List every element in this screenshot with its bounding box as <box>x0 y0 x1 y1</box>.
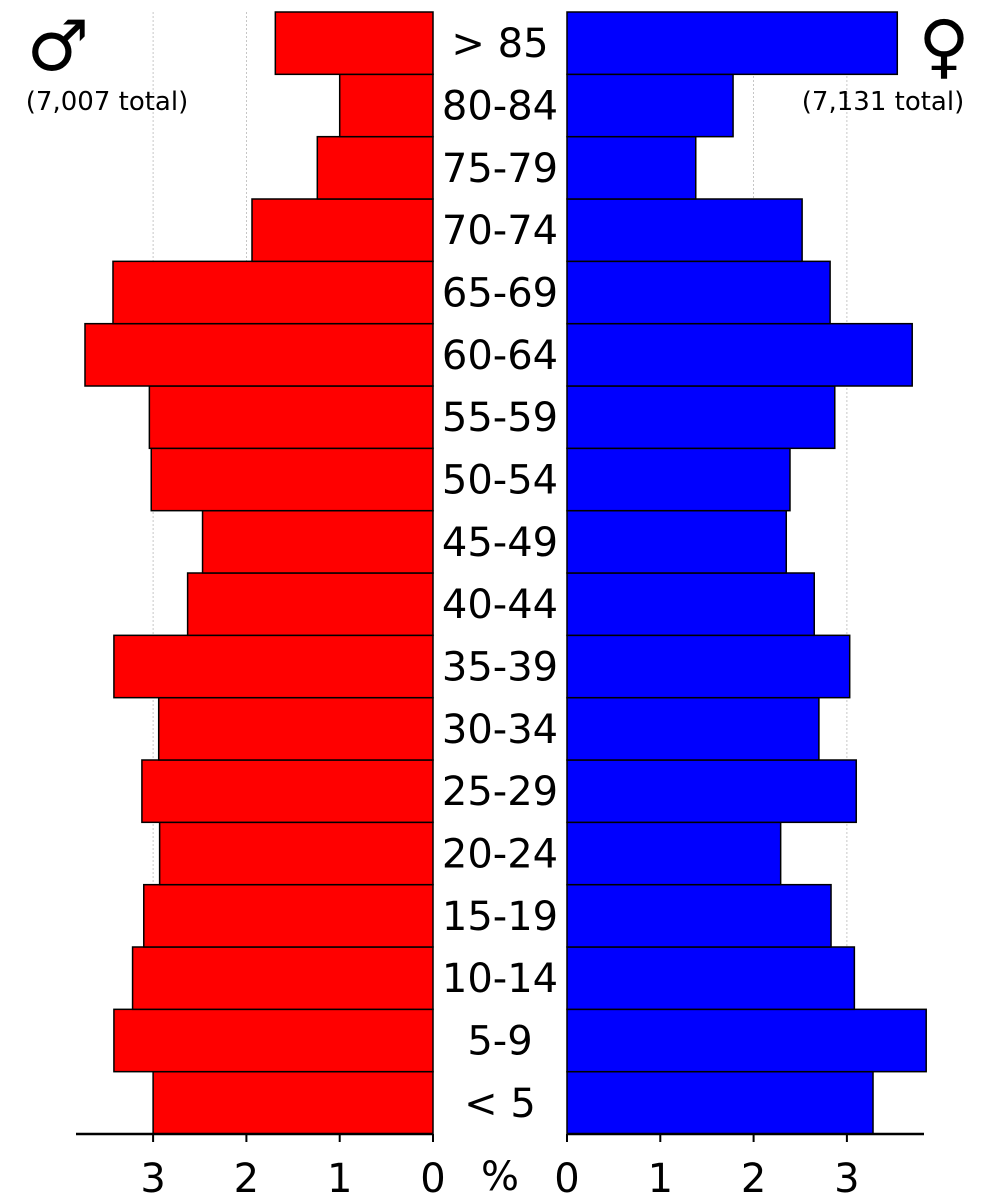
female-bar <box>566 634 851 699</box>
age-group-label: 40-44 <box>442 582 558 628</box>
male-tick-label: 3 <box>140 1156 165 1200</box>
male-bar <box>251 198 434 263</box>
female-tick-label: 0 <box>554 1156 579 1200</box>
female-bar <box>566 883 832 948</box>
female-tick-label: 1 <box>648 1156 673 1200</box>
x-axis-unit-label: % <box>481 1154 519 1200</box>
age-group-label: 5-9 <box>467 1019 532 1065</box>
male-bar <box>274 11 434 76</box>
female-bar <box>566 821 782 886</box>
male-bar <box>201 509 434 574</box>
female-bar <box>566 11 899 76</box>
age-group-label: > 85 <box>451 21 548 67</box>
age-group-label: 75-79 <box>442 146 558 192</box>
female-bar <box>566 509 788 574</box>
male-bar <box>84 322 434 387</box>
age-group-label: 35-39 <box>442 645 558 691</box>
male-bar <box>338 73 434 138</box>
female-symbol: ♀ <box>918 5 969 87</box>
age-group-label: 25-29 <box>442 769 558 815</box>
age-group-label: 50-54 <box>442 458 558 504</box>
bars-layer <box>84 11 927 1135</box>
male-bar <box>131 946 434 1011</box>
male-bar <box>141 759 434 824</box>
female-bar <box>566 696 820 761</box>
female-bar <box>566 447 791 512</box>
age-group-label: 20-24 <box>442 832 558 878</box>
male-total-label: (7,007 total) <box>26 87 188 117</box>
age-group-label: < 5 <box>464 1081 536 1127</box>
male-tick-label: 2 <box>234 1156 259 1200</box>
female-bar <box>566 322 913 387</box>
male-bar <box>148 385 434 450</box>
age-labels-layer: < 5 5-9 10-14 15-19 20-24 25-29 30-34 35-39 40-4… <box>442 21 558 1127</box>
age-group-label: 80-84 <box>442 84 558 130</box>
age-group-label: 10-14 <box>442 956 558 1002</box>
age-group-label: 15-19 <box>442 894 558 940</box>
female-total-label: (7,131 total) <box>802 87 964 117</box>
male-tick-label: 1 <box>327 1156 352 1200</box>
male-bar <box>158 821 434 886</box>
male-bar <box>150 447 434 512</box>
female-bar <box>566 385 836 450</box>
female-tick-label: 2 <box>741 1156 766 1200</box>
female-tick-label: 3 <box>834 1156 859 1200</box>
age-group-label: 65-69 <box>442 271 558 317</box>
female-bar <box>566 135 697 200</box>
female-bar <box>566 572 815 637</box>
age-group-label: 70-74 <box>442 208 558 254</box>
axis-layer: 3 2 1 0 0 1 2 3 <box>76 1132 924 1200</box>
female-bar <box>566 1070 874 1135</box>
female-bar <box>566 260 831 325</box>
male-bar <box>113 1008 434 1073</box>
male-bar <box>143 883 434 948</box>
male-bar <box>157 696 434 761</box>
female-bar <box>566 1008 927 1073</box>
female-bar <box>566 73 734 138</box>
age-group-label: 45-49 <box>442 520 558 566</box>
male-bar <box>152 1070 434 1135</box>
age-group-label: 30-34 <box>442 707 558 753</box>
male-bar <box>316 135 434 200</box>
female-bar <box>566 759 857 824</box>
male-bar <box>186 572 434 637</box>
male-tick-label: 0 <box>420 1156 445 1200</box>
female-bar <box>566 946 856 1011</box>
male-bar <box>112 260 434 325</box>
female-bar <box>566 198 803 263</box>
age-group-label: 55-59 <box>442 395 558 441</box>
male-symbol: ♂ <box>27 5 90 87</box>
age-group-label: 60-64 <box>442 333 558 379</box>
male-bar <box>113 634 434 699</box>
